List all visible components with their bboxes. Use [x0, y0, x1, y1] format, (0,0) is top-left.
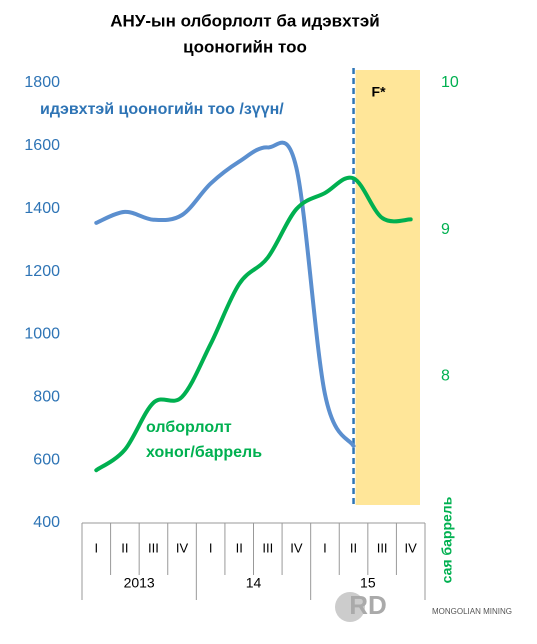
logo-caption: MONGOLIAN MINING [432, 607, 512, 616]
y-tick-label: 1600 [24, 137, 60, 154]
data-line [94, 140, 356, 448]
x-tick-label: I [94, 540, 98, 555]
year-label: 2013 [124, 575, 155, 591]
x-tick-label: I [209, 540, 213, 555]
series-label: олборлолт [146, 419, 232, 436]
x-tick-label: III [262, 540, 273, 555]
logo-mark [335, 592, 365, 622]
logo-text: RD [349, 590, 387, 620]
forecast-area [355, 70, 420, 505]
x-tick-label: IV [176, 540, 189, 555]
year-label: 15 [360, 575, 376, 591]
x-tick-label: II [236, 540, 243, 555]
series-label: хоног/баррель [146, 444, 262, 461]
chart-title: цооногийн тоо [183, 37, 307, 56]
x-tick-label: III [377, 540, 388, 555]
y2-tick-label: 8 [441, 368, 450, 385]
x-tick-label: I [323, 540, 327, 555]
y2-tick-label: 10 [441, 74, 459, 91]
y2-tick-label: 9 [441, 221, 450, 238]
y-tick-label: 400 [33, 514, 60, 531]
y-tick-label: 1800 [24, 74, 60, 91]
y-tick-label: 1400 [24, 200, 60, 217]
y-tick-label: 600 [33, 451, 60, 468]
y2-axis-title: сая баррель [439, 496, 455, 583]
y-tick-label: 1000 [24, 326, 60, 343]
y-tick-label: 1200 [24, 263, 60, 280]
data-line [94, 175, 413, 473]
x-tick-label: IV [290, 540, 303, 555]
forecast-label: F* [372, 84, 387, 100]
x-tick-label: II [121, 540, 128, 555]
year-label: 14 [246, 575, 262, 591]
x-tick-label: III [148, 540, 159, 555]
x-tick-label: IV [405, 540, 418, 555]
chart-title: АНУ-ын олборлолт ба идэвхтэй [110, 11, 379, 30]
x-tick-label: II [350, 540, 357, 555]
series-label: идэвхтэй цооногийн тоо /зүүн/ [40, 101, 284, 118]
y-tick-label: 800 [33, 389, 60, 406]
